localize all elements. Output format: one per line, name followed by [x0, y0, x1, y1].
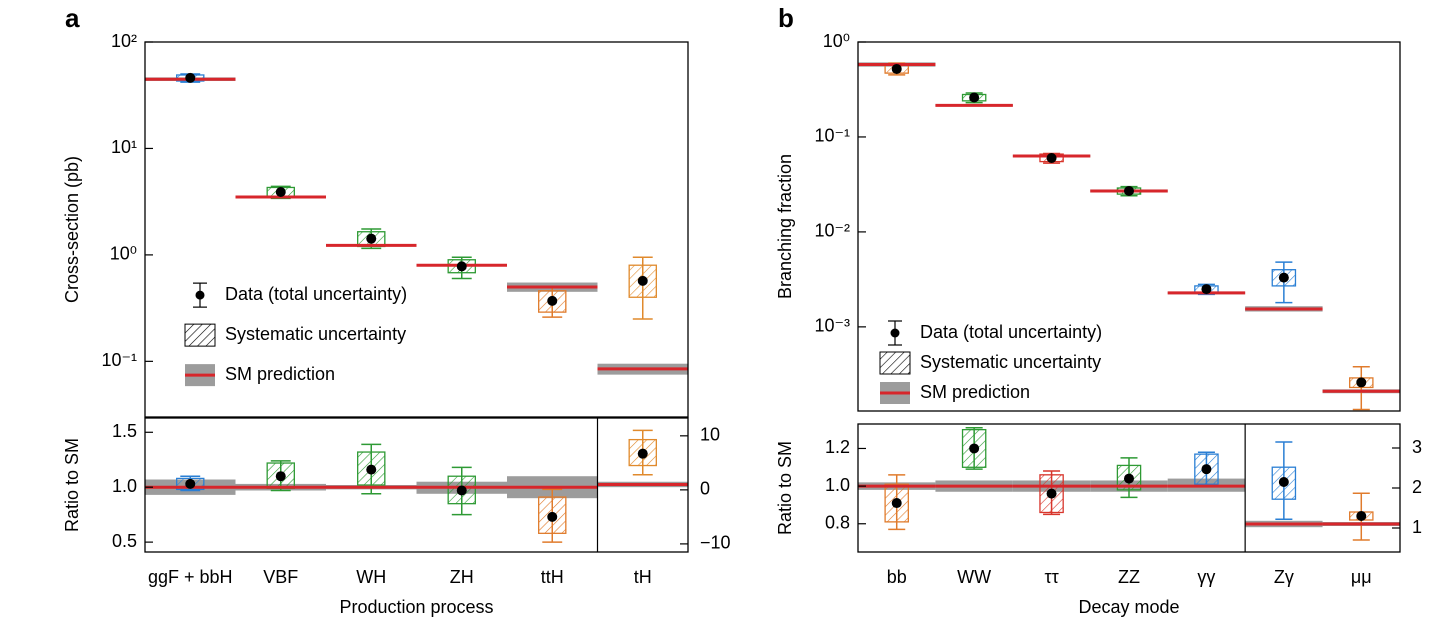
legend-label: Systematic uncertainty: [225, 324, 406, 344]
x-tick-label: VBF: [263, 567, 298, 587]
data-point: [969, 92, 980, 103]
data-point: [1356, 511, 1367, 521]
x-tick-label: ZH: [450, 567, 474, 587]
panel-label: a: [65, 3, 80, 33]
y-axis-label: Ratio to SM: [775, 441, 795, 535]
data-point: [547, 511, 558, 522]
x-tick-label: tH: [634, 567, 652, 587]
y-tick-label: 10⁻¹: [814, 126, 850, 146]
data-point: [366, 464, 377, 475]
y-tick-label: 1.0: [825, 475, 850, 495]
data-point: [185, 478, 196, 489]
data-point: [1201, 284, 1212, 295]
data-point: [1201, 464, 1212, 475]
x-tick-label: γγ: [1197, 567, 1215, 587]
y2-tick-label: 1: [1412, 517, 1422, 537]
y2-tick-label: 0: [700, 479, 710, 499]
data-point: [1278, 477, 1289, 487]
data-point: [456, 485, 467, 496]
x-axis-label: Production process: [339, 597, 493, 617]
y-tick-label: 0.8: [825, 513, 850, 533]
data-point: [1124, 185, 1134, 196]
data-point: [1124, 473, 1134, 484]
data-point: [547, 295, 558, 306]
y2-tick-label: −10: [700, 533, 731, 553]
legend-label: SM prediction: [225, 364, 335, 384]
data-point: [1046, 488, 1057, 499]
legend-icon: [184, 323, 216, 347]
legend-icon: [890, 328, 900, 338]
x-tick-label: ggF + bbH: [148, 567, 233, 587]
x-tick-label: WW: [957, 567, 991, 587]
data-point: [185, 72, 196, 83]
y2-tick-label: 10: [700, 425, 720, 445]
y2-tick-label: 3: [1412, 437, 1422, 457]
x-tick-label: ttH: [541, 567, 564, 587]
data-point: [891, 63, 902, 74]
legend-label: SM prediction: [920, 382, 1030, 402]
plot-frame: [857, 41, 1401, 412]
y-tick-label: 10⁻³: [814, 316, 850, 336]
legend-label: Systematic uncertainty: [920, 352, 1101, 372]
y-tick-label: 10⁻¹: [101, 350, 137, 370]
legend-label: Data (total uncertainty): [225, 284, 407, 304]
data-point: [969, 443, 980, 454]
plot-frame: [144, 417, 689, 553]
x-tick-label: WH: [356, 567, 386, 587]
data-point: [456, 261, 467, 272]
legend-icon: [195, 290, 205, 300]
legend-icon: [879, 351, 911, 375]
y-axis-label: Branching fraction: [775, 154, 795, 299]
x-tick-label: ZZ: [1118, 567, 1140, 587]
data-point: [891, 498, 902, 509]
data-point: [637, 448, 648, 459]
y2-tick-label: 2: [1412, 477, 1422, 497]
plot-frame: [144, 41, 689, 418]
y-tick-label: 10⁰: [110, 244, 137, 264]
y-tick-label: 10²: [111, 31, 137, 51]
y-tick-label: 1.0: [112, 476, 137, 496]
data-point: [275, 186, 286, 197]
x-tick-label: ττ: [1044, 567, 1058, 587]
x-tick-label: μμ: [1351, 567, 1372, 587]
data-point: [1046, 153, 1057, 164]
data-point: [1356, 377, 1367, 388]
legend-label: Data (total uncertainty): [920, 322, 1102, 342]
y-axis-label: Cross-section (pb): [62, 156, 82, 303]
x-tick-label: bb: [887, 567, 907, 587]
panel-label: b: [778, 3, 794, 33]
x-axis-label: Decay mode: [1078, 597, 1179, 617]
y-tick-label: 10¹: [111, 137, 137, 157]
y-tick-label: 1.5: [112, 421, 137, 441]
data-point: [1278, 272, 1289, 283]
y-axis-label: Ratio to SM: [62, 438, 82, 532]
data-point: [366, 233, 377, 244]
y-tick-label: 10⁻²: [814, 221, 850, 241]
x-tick-label: Zγ: [1274, 567, 1294, 587]
data-point: [275, 471, 286, 482]
data-point: [637, 275, 648, 286]
y-tick-label: 10⁰: [823, 31, 850, 51]
y-tick-label: 0.5: [112, 531, 137, 551]
y-tick-label: 1.2: [825, 437, 850, 457]
